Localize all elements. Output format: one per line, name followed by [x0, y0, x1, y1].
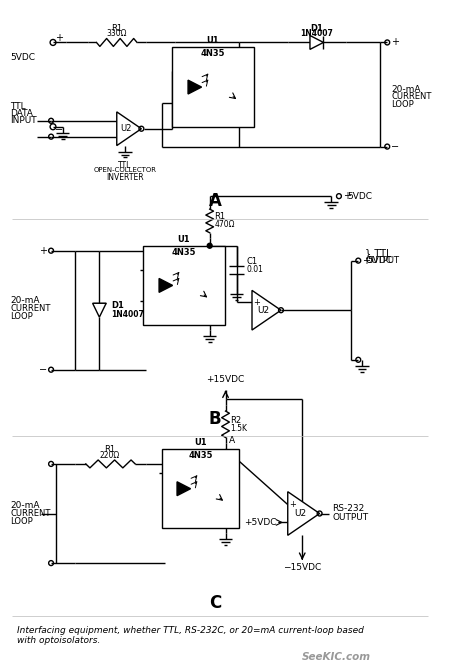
- Text: 20-mA: 20-mA: [391, 84, 421, 94]
- Text: SeeKIC.com: SeeKIC.com: [302, 653, 371, 663]
- Text: −: −: [391, 141, 399, 151]
- Text: INVERTER: INVERTER: [106, 174, 144, 182]
- Text: +5VDC: +5VDC: [243, 518, 276, 527]
- Polygon shape: [117, 112, 141, 145]
- Text: −: −: [39, 364, 47, 375]
- Text: DATA: DATA: [10, 109, 33, 119]
- Text: 1N4007: 1N4007: [300, 29, 333, 38]
- Text: CURRENT: CURRENT: [10, 509, 51, 518]
- Polygon shape: [177, 482, 190, 496]
- Text: A: A: [209, 192, 222, 210]
- Text: +: +: [253, 297, 260, 307]
- Text: U2: U2: [294, 509, 306, 518]
- Text: +: +: [391, 38, 399, 48]
- Text: 20-mA: 20-mA: [10, 501, 40, 510]
- Text: 5VDC: 5VDC: [367, 256, 392, 265]
- Text: U2: U2: [257, 306, 270, 315]
- Text: +: +: [55, 34, 63, 44]
- Bar: [143, 246, 225, 325]
- Text: U2: U2: [120, 124, 131, 133]
- Text: 4N35: 4N35: [201, 50, 225, 58]
- Text: R1: R1: [215, 212, 225, 222]
- Text: 5VDC: 5VDC: [10, 53, 36, 62]
- Text: OPEN-COLLECTOR: OPEN-COLLECTOR: [94, 168, 157, 174]
- Text: 4N35: 4N35: [189, 451, 213, 460]
- Polygon shape: [188, 80, 202, 94]
- Text: } TTL: } TTL: [365, 248, 392, 258]
- Text: 20-mA: 20-mA: [10, 295, 40, 305]
- Text: +: +: [343, 191, 351, 201]
- Text: C1: C1: [246, 257, 257, 266]
- Polygon shape: [288, 492, 320, 535]
- Text: R2: R2: [230, 416, 242, 425]
- Polygon shape: [159, 279, 173, 292]
- Text: OUTPUT: OUTPUT: [365, 256, 399, 265]
- Polygon shape: [93, 304, 106, 317]
- Text: R1: R1: [111, 23, 122, 33]
- Bar: [162, 449, 239, 529]
- Text: LOOP: LOOP: [10, 517, 33, 526]
- Text: +: +: [362, 256, 370, 265]
- Polygon shape: [310, 36, 324, 50]
- Text: TTL: TTL: [118, 161, 132, 170]
- Text: 1N4007: 1N4007: [111, 310, 144, 319]
- Text: 4N35: 4N35: [171, 248, 196, 257]
- Text: +15VDC: +15VDC: [207, 375, 245, 384]
- Text: U1: U1: [207, 36, 219, 46]
- Text: −15VDC: −15VDC: [283, 563, 321, 572]
- Text: B: B: [209, 410, 221, 428]
- Text: +: +: [39, 246, 47, 256]
- Text: OUTPUT: OUTPUT: [332, 513, 368, 522]
- Text: −: −: [55, 125, 63, 135]
- Text: Interfacing equipment, whether TTL, RS-232C, or 20=mA current-loop based
with op: Interfacing equipment, whether TTL, RS-2…: [17, 626, 364, 645]
- Text: U1: U1: [178, 234, 190, 244]
- Text: LOOP: LOOP: [10, 312, 33, 321]
- Text: C: C: [209, 594, 221, 612]
- Polygon shape: [252, 290, 281, 330]
- Text: +: +: [289, 500, 296, 509]
- Circle shape: [207, 243, 212, 248]
- Text: 0.01: 0.01: [246, 265, 263, 274]
- Text: RS-232: RS-232: [332, 504, 365, 513]
- Text: CURRENT: CURRENT: [391, 92, 432, 101]
- Text: A: A: [229, 436, 234, 445]
- Text: 1.5K: 1.5K: [230, 423, 248, 433]
- Text: D1: D1: [310, 23, 323, 33]
- Text: CURRENT: CURRENT: [10, 304, 51, 313]
- Text: INPUT: INPUT: [10, 117, 37, 125]
- Text: R1: R1: [104, 445, 116, 454]
- Text: 5VDC: 5VDC: [348, 192, 373, 200]
- Text: 330Ω: 330Ω: [107, 29, 127, 38]
- Text: LOOP: LOOP: [391, 100, 414, 109]
- Text: 470Ω: 470Ω: [215, 220, 235, 229]
- Text: TTL: TTL: [10, 103, 26, 111]
- Text: 220Ω: 220Ω: [100, 451, 120, 460]
- Text: D1: D1: [111, 301, 124, 310]
- Bar: [172, 48, 254, 127]
- Text: U1: U1: [194, 438, 207, 447]
